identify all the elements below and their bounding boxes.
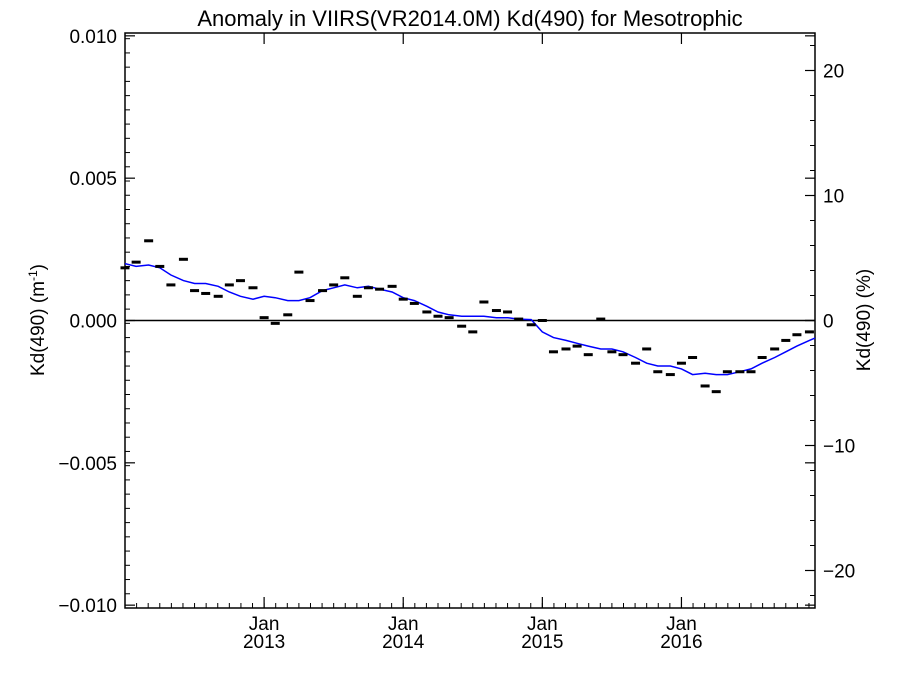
x-tick-year-label: 2016: [660, 632, 702, 653]
x-tick-month-label: Jan: [388, 614, 419, 635]
data-point: [283, 313, 293, 317]
data-point: [642, 347, 652, 351]
data-point: [144, 239, 154, 243]
data-point: [792, 333, 802, 337]
x-tick-year-label: 2015: [521, 632, 563, 653]
data-point: [514, 317, 524, 321]
x-tick-month-label: Jan: [666, 614, 697, 635]
data-point: [270, 321, 280, 325]
data-point: [688, 356, 698, 360]
data-point: [757, 356, 767, 360]
y-left-tick-label: 0.005: [69, 169, 117, 190]
y-axis-left: 0.010 0.005 0.000 −0.005 −0.010: [58, 27, 815, 617]
data-point: [190, 289, 200, 293]
data-point: [770, 347, 780, 351]
data-point: [387, 284, 397, 288]
y-axis-left-title: Kd(490) (m-1): [26, 264, 49, 376]
data-point: [248, 286, 258, 290]
data-point: [318, 289, 328, 293]
svg-text:Kd(490) (m-1): Kd(490) (m-1): [26, 264, 49, 376]
data-point: [479, 300, 489, 304]
data-point: [781, 338, 791, 342]
data-point: [444, 316, 454, 320]
data-point: [375, 287, 385, 291]
svg-text:Kd(490) (%): Kd(490) (%): [854, 269, 875, 371]
data-point: [294, 270, 304, 274]
data-point: [526, 323, 536, 327]
data-point: [433, 314, 443, 318]
y-left-tick-label: −0.010: [58, 596, 117, 617]
data-point: [235, 279, 245, 283]
data-point: [503, 310, 513, 314]
y-axis-left-title-suffix: ): [28, 264, 49, 270]
data-point: [155, 264, 165, 268]
y-right-tick-label: −20: [823, 562, 855, 583]
y-axis-right-title: Kd(490) (%): [854, 269, 875, 371]
data-point: [457, 324, 467, 328]
data-point: [700, 384, 710, 388]
data-point: [120, 266, 130, 270]
data-point: [572, 344, 582, 348]
y-left-tick-label: −0.005: [58, 454, 117, 475]
y-left-tick-label: 0.000: [69, 312, 117, 333]
data-point: [352, 294, 362, 298]
data-point: [131, 260, 141, 264]
data-point: [363, 286, 373, 290]
data-point: [340, 276, 350, 280]
data-point: [561, 347, 571, 351]
data-point: [422, 310, 432, 314]
data-point: [722, 370, 732, 374]
data-point: [631, 361, 641, 365]
x-tick-month-label: Jan: [527, 614, 558, 635]
y-right-tick-label: 20: [823, 62, 844, 83]
data-point: [409, 301, 419, 305]
data-point: [398, 297, 408, 301]
x-tick-year-label: 2014: [382, 632, 425, 653]
data-point: [491, 309, 501, 313]
data-point: [653, 370, 663, 374]
data-point: [305, 299, 315, 303]
data-point: [201, 291, 211, 295]
data-point: [166, 283, 176, 287]
data-point: [735, 370, 745, 374]
data-point: [607, 350, 617, 354]
smoothed-line-series: [124, 262, 816, 376]
data-point: [468, 330, 478, 334]
y-right-tick-label: 0: [823, 312, 834, 333]
monthly-points-series: [120, 239, 814, 394]
data-point: [259, 316, 269, 320]
x-tick-year-label: 2013: [243, 632, 285, 653]
y-axis-left-title-superscript: -1: [26, 270, 40, 281]
data-point: [537, 319, 547, 322]
y-right-tick-label: 10: [823, 187, 844, 208]
data-point: [583, 353, 593, 357]
data-point: [224, 283, 234, 287]
data-point: [618, 353, 628, 357]
data-point: [329, 283, 339, 287]
x-tick-month-label: Jan: [249, 614, 280, 635]
data-point: [178, 257, 188, 261]
y-axis-left-title-text: Kd(490) (m: [28, 281, 49, 376]
data-point: [711, 390, 721, 394]
data-point: [804, 330, 814, 334]
y-right-tick-label: −10: [823, 437, 855, 458]
data-point: [676, 361, 686, 365]
data-point: [548, 350, 558, 354]
chart-title: Anomaly in VIIRS(VR2014.0M) Kd(490) for …: [197, 6, 742, 31]
data-point: [213, 294, 223, 298]
data-point: [746, 370, 756, 374]
y-axis-right: 20 10 0 −10 −20: [805, 45, 855, 596]
data-point: [665, 373, 675, 377]
data-point: [596, 317, 606, 321]
y-left-tick-label: 0.010: [69, 27, 117, 48]
